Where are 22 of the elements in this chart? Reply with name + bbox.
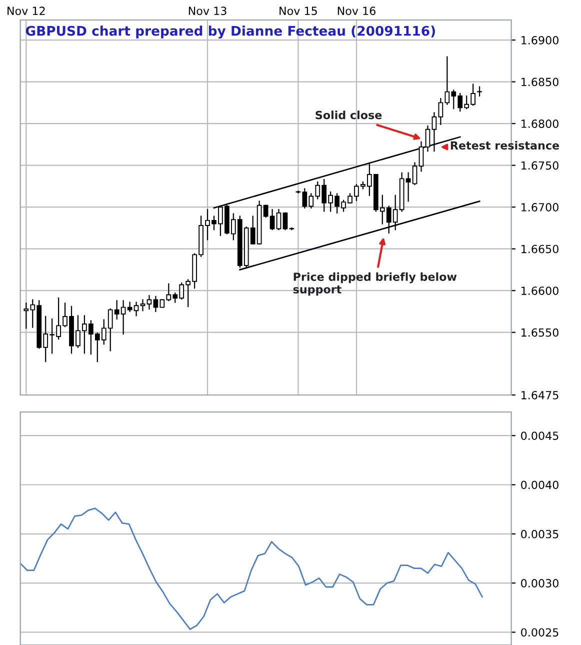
y-tick-label: 1.6550 [522,328,558,337]
y-tick-label: 0.0025 [521,628,558,637]
x-tick-label: Nov 15 [280,6,317,16]
y-tick-label: 1.6650 [522,244,558,254]
y-tick-label: 1.6475 [522,390,558,400]
y-tick-label: 1.6800 [522,120,558,128]
y-tick-label: 0.0035 [521,530,558,538]
y-tick-label: 0.0030 [521,579,558,588]
y-tick-label: 1.6900 [522,36,558,44]
y-tick-label: 0.0040 [521,480,558,490]
annotation: Solid close [316,110,382,120]
y-tick-label: 1.6700 [522,203,558,212]
annotation: Price dipped briefly below support [293,272,457,296]
y-tick-label: 0.0045 [521,432,558,440]
chart-title: GBPUSD chart prepared by Dianne Fecteau (20091116) [26,26,435,38]
x-tick-label: Nov 16 [338,6,376,16]
y-tick-label: 1.6750 [522,161,558,170]
x-tick-label: Nov 13 [188,6,226,16]
annotation: Retest resistance [450,141,559,150]
y-tick-label: 1.6600 [522,286,558,295]
x-tick-label: Nov 12 [8,6,45,16]
y-tick-label: 1.6850 [522,78,558,86]
